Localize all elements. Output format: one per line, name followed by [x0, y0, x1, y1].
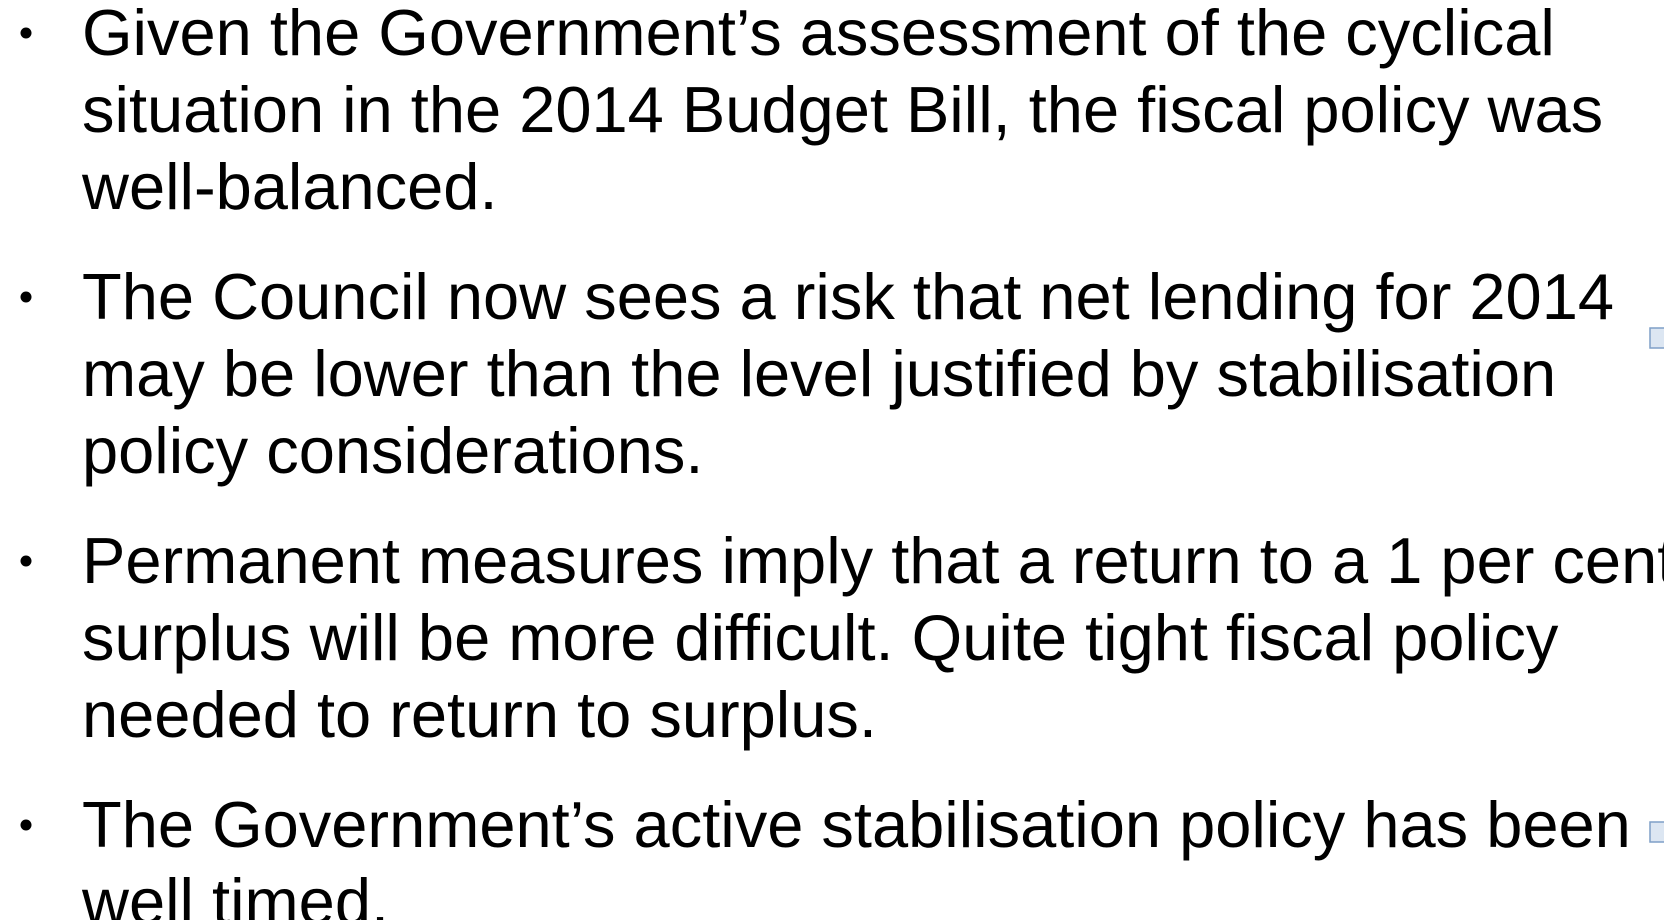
bullet-text: The Council now sees a risk that net len…: [82, 260, 1614, 333]
bullet-text: The Government’s active stabilisation po…: [82, 788, 1631, 861]
bullet: [20, 291, 32, 303]
bullet-text: well timed.: [81, 865, 389, 920]
bullet-text: surplus will be more difficult. Quite ti…: [82, 601, 1559, 674]
bullet-text: Given the Government’s assessment of the…: [82, 0, 1555, 69]
bullet-text: may be lower than the level justified by…: [82, 337, 1556, 410]
bullet: [20, 555, 32, 567]
bullet-text: situation in the 2014 Budget Bill, the f…: [82, 73, 1603, 146]
shape-edge: [1649, 327, 1664, 349]
bullet-text: well-balanced.: [81, 150, 498, 223]
bullet-text: Permanent measures imply that a return t…: [82, 524, 1664, 597]
bullet-text: needed to return to surplus.: [82, 678, 877, 751]
bullet: [20, 819, 32, 831]
shape-edge: [1649, 821, 1664, 843]
bullet-text: policy considerations.: [82, 414, 703, 487]
bullet: [20, 27, 32, 39]
